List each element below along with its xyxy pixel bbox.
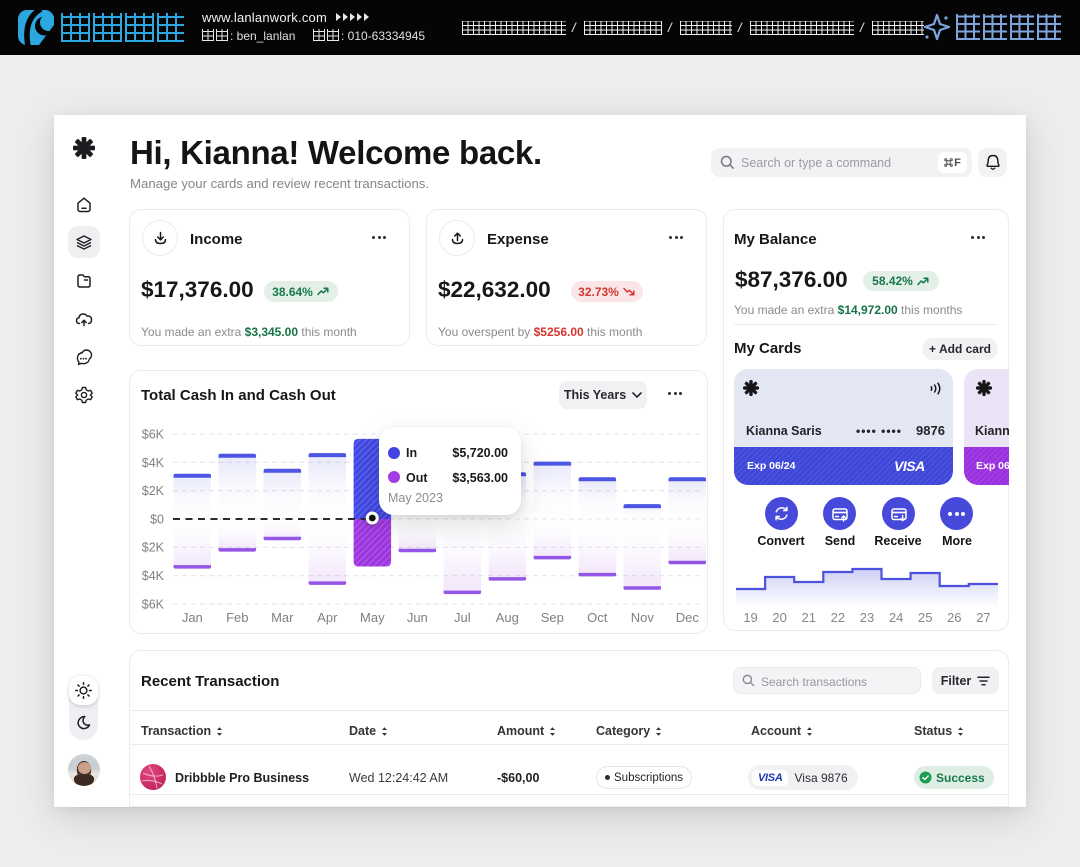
svg-text:$2K: $2K: [142, 484, 165, 498]
svg-text:$2K: $2K: [142, 541, 165, 555]
svg-text:Dec: Dec: [676, 610, 700, 625]
svg-text:Jul: Jul: [454, 610, 471, 625]
svg-text:Oct: Oct: [587, 610, 608, 625]
svg-text:$0: $0: [150, 512, 164, 526]
svg-text:Jan: Jan: [182, 610, 203, 625]
svg-text:$6K: $6K: [142, 597, 165, 611]
svg-text:Aug: Aug: [496, 610, 519, 625]
svg-text:$4K: $4K: [142, 456, 165, 470]
svg-text:Feb: Feb: [226, 610, 248, 625]
svg-text:$6K: $6K: [142, 428, 165, 442]
svg-text:Mar: Mar: [271, 610, 294, 625]
svg-text:Nov: Nov: [631, 610, 655, 625]
svg-text:Apr: Apr: [317, 610, 338, 625]
svg-text:May: May: [360, 610, 385, 625]
svg-text:$4K: $4K: [142, 569, 165, 583]
svg-text:Jun: Jun: [407, 610, 428, 625]
svg-text:Sep: Sep: [541, 610, 564, 625]
